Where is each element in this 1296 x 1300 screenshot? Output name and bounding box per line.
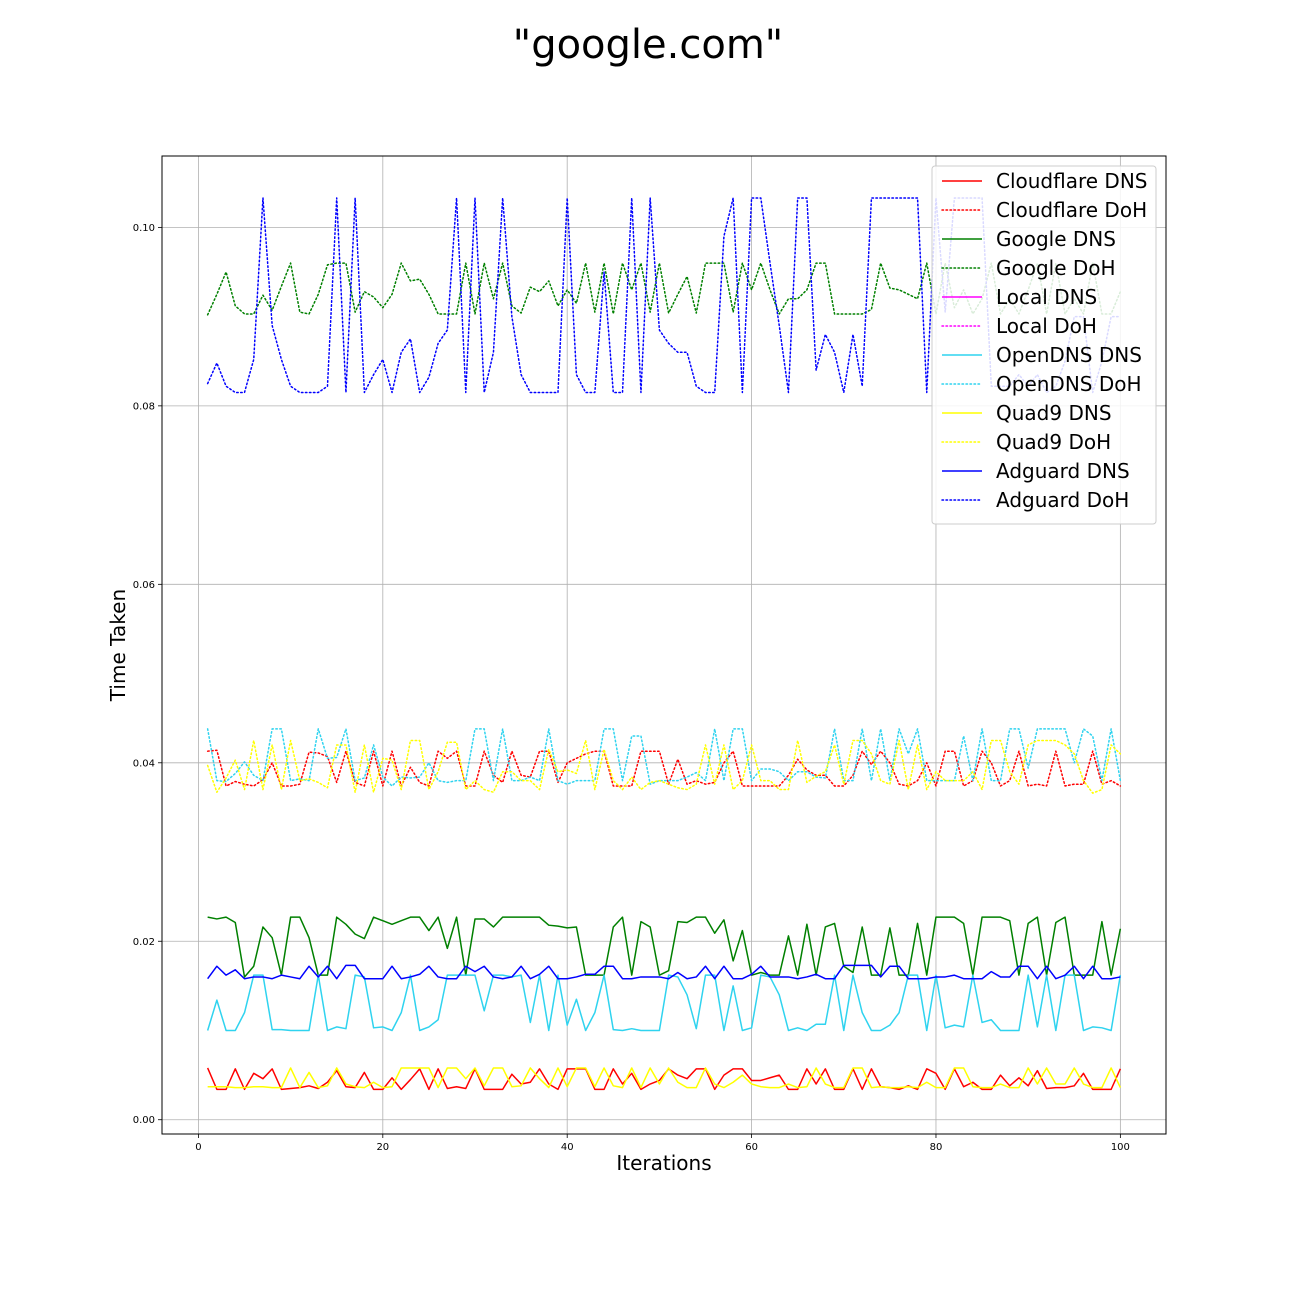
series-line-quad9-dns (207, 1067, 1122, 1089)
legend-label: Adguard DoH (996, 488, 1129, 512)
legend-label: Quad9 DNS (996, 401, 1112, 425)
y-tick-label: 0.04 (133, 758, 155, 769)
legend: Cloudflare DNS Cloudflare DoH Google DNS Go… (931, 165, 1157, 525)
legend-label: Quad9 DoH (996, 430, 1111, 454)
x-tick-label: 20 (376, 1142, 389, 1153)
y-tick-label: 0.02 (133, 937, 155, 948)
series-line-quad9-doh (206, 739, 1122, 794)
legend-label: OpenDNS DNS (996, 343, 1142, 367)
legend-label: Local DoH (996, 314, 1097, 338)
plot-frame (161, 155, 1167, 1135)
x-tick-label: 80 (930, 1142, 943, 1153)
y-tick-label: 0.00 (133, 1115, 155, 1126)
y-axis: 0.00 0.02 0.04 0.06 0.08 0.10 (133, 223, 162, 1126)
y-tick-label: 0.10 (133, 223, 155, 234)
x-axis-label: Iterations (616, 1151, 711, 1175)
series-line-opendns-doh (206, 728, 1122, 787)
y-tick-label: 0.06 (133, 580, 155, 591)
x-tick-label: 0 (195, 1142, 201, 1153)
series-line-cloudflare-doh (206, 749, 1122, 787)
legend-label: Adguard DNS (996, 459, 1130, 483)
x-tick-label: 60 (745, 1142, 758, 1153)
legend-box (931, 165, 1157, 525)
legend-label: Cloudflare DoH (996, 198, 1147, 222)
series-line-google-dns (207, 916, 1122, 978)
chart-title: "google.com" (513, 22, 783, 68)
x-axis: 0 20 40 60 80 100 (195, 1134, 1130, 1153)
legend-label: Cloudflare DNS (996, 169, 1147, 193)
legend-label: Google DNS (996, 227, 1116, 251)
x-tick-label: 100 (1111, 1142, 1130, 1153)
legend-label: Google DoH (996, 256, 1116, 280)
legend-label: Local DNS (996, 285, 1097, 309)
y-tick-label: 0.08 (133, 401, 155, 412)
legend-label: OpenDNS DoH (996, 372, 1142, 396)
plot-area (161, 155, 1167, 1135)
x-tick-label: 40 (561, 1142, 574, 1153)
series-line-opendns-dns (206, 974, 1122, 1032)
series-line-adguard-dns (207, 964, 1121, 980)
y-axis-label: Time Taken (106, 589, 130, 702)
